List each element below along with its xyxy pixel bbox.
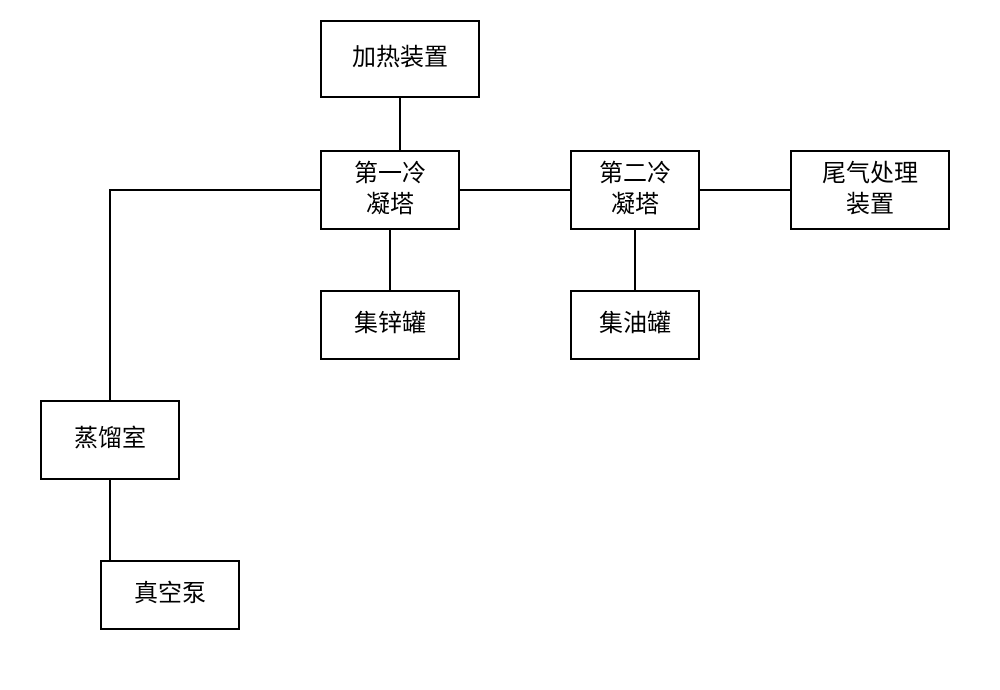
label-cond2: 第二冷凝塔 xyxy=(599,159,671,221)
edge-cond1-distill-v xyxy=(109,189,111,400)
edge-cond1-distill-h xyxy=(109,189,320,191)
label-distill: 蒸馏室 xyxy=(74,424,146,455)
label-vacuum: 真空泵 xyxy=(134,579,206,610)
edge-cond1-zinc xyxy=(389,230,391,290)
edge-heater-cond1 xyxy=(399,98,401,150)
label-oil: 集油罐 xyxy=(599,309,671,340)
edge-cond1-cond2 xyxy=(460,189,570,191)
edge-distill-vacuum xyxy=(109,480,111,560)
label-zinc: 集锌罐 xyxy=(354,309,426,340)
node-zinc: 集锌罐 xyxy=(320,290,460,360)
label-tailgas: 尾气处理装置 xyxy=(822,159,918,221)
edge-cond2-oil xyxy=(634,230,636,290)
node-cond2: 第二冷凝塔 xyxy=(570,150,700,230)
node-cond1: 第一冷凝塔 xyxy=(320,150,460,230)
node-distill: 蒸馏室 xyxy=(40,400,180,480)
label-heater: 加热装置 xyxy=(352,43,448,74)
node-vacuum: 真空泵 xyxy=(100,560,240,630)
label-cond1: 第一冷凝塔 xyxy=(354,159,426,221)
node-tailgas: 尾气处理装置 xyxy=(790,150,950,230)
node-heater: 加热装置 xyxy=(320,20,480,98)
node-oil: 集油罐 xyxy=(570,290,700,360)
edge-cond2-tailgas xyxy=(700,189,790,191)
